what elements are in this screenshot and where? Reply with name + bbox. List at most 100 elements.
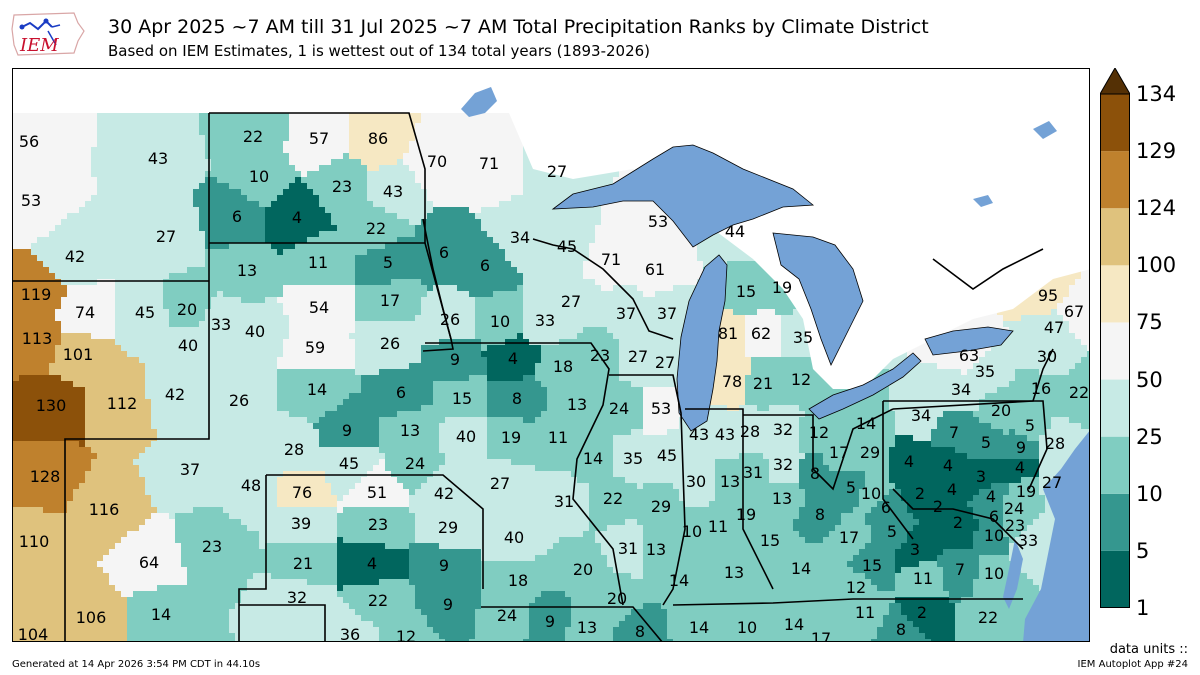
colorbar-extend-arrow: [1100, 68, 1130, 95]
district-rank-label: 26: [228, 391, 250, 410]
district-rank-label: 27: [155, 227, 177, 246]
district-rank-label: 7: [948, 423, 960, 442]
district-rank-label: 39: [290, 514, 312, 533]
district-rank-label: 42: [64, 247, 86, 266]
svg-text:IEM: IEM: [19, 35, 59, 56]
district-rank-label: 4: [1014, 458, 1026, 477]
district-rank-label: 9: [544, 612, 556, 631]
district-rank-label: 4: [507, 349, 519, 368]
precipitation-rank-map: 56 43 53 27 42 22 57 86 10 23 43 6 4 22 70 71 27 6 6 34 53 44…: [12, 68, 1090, 642]
district-rank-label: 10: [489, 312, 511, 331]
district-rank-label: 45: [656, 446, 678, 465]
district-rank-label: 37: [615, 304, 637, 323]
district-rank-label: 13: [576, 618, 598, 637]
district-rank-label: 13: [719, 472, 741, 491]
colorbar-bin: [1100, 208, 1130, 266]
district-rank-label: 6: [880, 498, 892, 517]
district-rank-label: 9: [1015, 438, 1027, 457]
colorbar-tick-label: 50: [1136, 367, 1163, 392]
district-rank-label: 5: [1024, 416, 1036, 435]
district-rank-label: 67: [1063, 302, 1085, 321]
district-rank-label: 21: [752, 374, 774, 393]
map-title: 30 Apr 2025 ~7 AM till 31 Jul 2025 ~7 AM…: [108, 16, 929, 38]
district-rank-label: 34: [910, 406, 932, 425]
district-rank-label: 2: [952, 513, 964, 532]
district-rank-label: 40: [177, 336, 199, 355]
lake-northeast: [1033, 121, 1057, 139]
district-rank-label: 19: [735, 505, 757, 524]
district-rank-label: 10: [736, 618, 758, 637]
district-rank-label: 5: [886, 522, 898, 541]
district-rank-label: 29: [650, 497, 672, 516]
district-rank-label: 4: [366, 554, 378, 573]
colorbar: [1100, 68, 1130, 608]
district-rank-label: 130: [35, 396, 67, 415]
colorbar-tick-label: 75: [1136, 310, 1163, 335]
district-rank-label: 15: [861, 556, 883, 575]
district-rank-label: 12: [395, 627, 417, 642]
colorbar-tick-label: 5: [1136, 538, 1150, 563]
district-rank-label: 47: [1043, 318, 1065, 337]
atlantic-ocean: [1023, 431, 1089, 641]
district-rank-label: 6: [395, 383, 407, 402]
lake-huron: [772, 232, 864, 366]
district-rank-label: 7: [954, 560, 966, 579]
iem-logo: IEM: [8, 5, 88, 61]
district-rank-label: 40: [244, 322, 266, 341]
district-rank-label: 32: [772, 420, 794, 439]
district-rank-label: 23: [367, 515, 389, 534]
district-rank-label: 43: [688, 425, 710, 444]
district-rank-label: 31: [617, 539, 639, 558]
district-rank-label: 22: [977, 608, 999, 627]
district-rank-label: 78: [721, 372, 743, 391]
district-rank-label: 30: [685, 472, 707, 491]
district-rank-label: 11: [307, 253, 329, 272]
district-rank-label: 34: [509, 228, 531, 247]
colorbar-bin: [1100, 322, 1130, 380]
district-rank-label: 12: [790, 370, 812, 389]
colorbar-bin: [1100, 436, 1130, 494]
district-rank-label: 22: [602, 489, 624, 508]
district-rank-label: 119: [20, 285, 52, 304]
district-rank-label: 5: [845, 478, 857, 497]
map-canvas: [13, 69, 1089, 641]
district-rank-label: 6: [231, 207, 243, 226]
district-rank-label: 81: [717, 324, 739, 343]
district-rank-label: 3: [975, 467, 987, 486]
district-rank-label: 64: [138, 553, 160, 572]
district-rank-label: 14: [306, 380, 328, 399]
district-rank-label: 6: [438, 243, 450, 262]
generated-timestamp: Generated at 14 Apr 2026 3:54 PM CDT in …: [12, 659, 261, 670]
district-rank-label: 14: [150, 605, 172, 624]
district-rank-label: 29: [859, 443, 881, 462]
district-rank-label: 22: [365, 219, 387, 238]
district-rank-label: 28: [1044, 434, 1066, 453]
district-rank-label: 13: [723, 563, 745, 582]
district-rank-label: 71: [478, 154, 500, 173]
colorbar-bin: [1100, 493, 1130, 551]
district-rank-label: 35: [792, 328, 814, 347]
district-rank-label: 53: [650, 399, 672, 418]
lake-nipissing: [973, 195, 993, 207]
district-rank-label: 10: [681, 522, 703, 541]
district-rank-label: 17: [828, 443, 850, 462]
district-rank-label: 22: [242, 127, 264, 146]
district-rank-label: 10: [983, 564, 1005, 583]
district-rank-label: 4: [942, 456, 954, 475]
colorbar-bin: [1100, 550, 1130, 608]
colorbar-tick-label: 129: [1136, 139, 1177, 164]
district-rank-label: 29: [437, 518, 459, 537]
lake-erie: [808, 352, 922, 420]
district-rank-label: 11: [547, 428, 569, 447]
district-rank-label: 30: [1036, 347, 1058, 366]
district-rank-label: 31: [553, 492, 575, 511]
lake-northwest: [461, 87, 497, 117]
district-rank-label: 13: [645, 540, 667, 559]
district-rank-label: 33: [210, 315, 232, 334]
district-rank-label: 51: [366, 483, 388, 502]
district-rank-label: 23: [331, 177, 353, 196]
district-rank-label: 128: [29, 467, 61, 486]
district-rank-label: 113: [21, 329, 53, 348]
district-rank-label: 40: [503, 528, 525, 547]
district-rank-label: 112: [106, 394, 138, 413]
